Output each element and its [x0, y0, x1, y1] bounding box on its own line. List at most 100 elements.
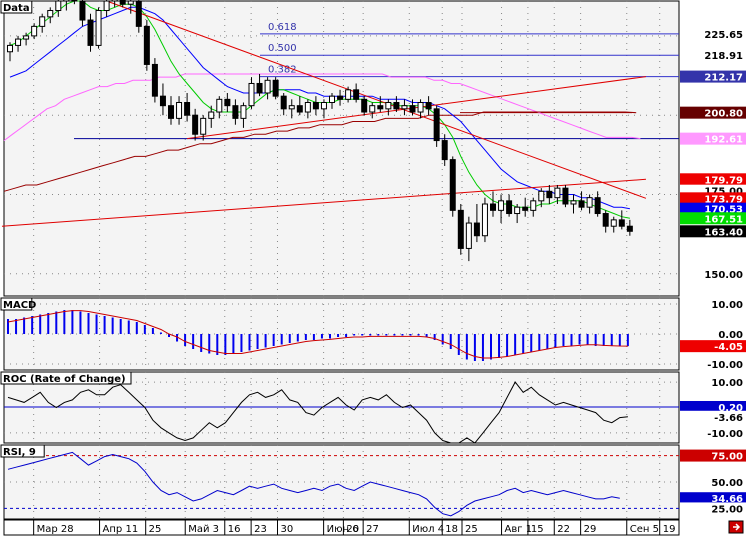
- price-axis-label-bg: [680, 106, 746, 119]
- x-axis-label: 23: [254, 524, 267, 535]
- candle-body: [304, 102, 311, 113]
- candle-body: [151, 63, 158, 97]
- candle-body: [63, 0, 70, 2]
- candle-body: [216, 98, 223, 113]
- rsi-axis-label-bg: [680, 492, 746, 505]
- fib-label: 0.618: [268, 22, 297, 33]
- rsi-panel-title: RSI, 9: [3, 447, 36, 458]
- candle-body: [417, 102, 424, 113]
- macd-axis-label: -10.00: [707, 360, 743, 371]
- trend-line: [106, 0, 647, 199]
- roc-axis-label-bg: [680, 400, 746, 413]
- candle-body: [184, 102, 191, 116]
- ma-pink-line: [3, 73, 641, 142]
- candle-body: [79, 0, 86, 21]
- arrow-right-icon: [733, 523, 741, 531]
- fib-label: 0.382: [268, 65, 297, 76]
- price-axis-label: 170.53: [704, 205, 743, 216]
- candle-body: [272, 79, 279, 97]
- price-panel-title: Data: [3, 3, 30, 14]
- macd-axis-label-bg: [680, 340, 746, 353]
- fib-label: 0.500: [268, 43, 297, 54]
- trend-line: [187, 76, 647, 140]
- x-axis-label: 30: [280, 524, 293, 535]
- x-axis-label: Июл 4: [412, 524, 444, 535]
- x-axis-label: Июн 6: [327, 524, 359, 535]
- candle-body: [586, 197, 593, 208]
- candle-body: [345, 89, 352, 100]
- price-axis-label: 150.00: [704, 270, 743, 281]
- x-axis-label: 20: [346, 524, 359, 535]
- rsi-axis-label: 34.66: [711, 494, 743, 505]
- candle-body: [135, 0, 142, 27]
- price-axis-label: 200.80: [704, 109, 743, 120]
- macd-axis-label-bg: [680, 298, 746, 310]
- candle-body: [192, 114, 199, 135]
- x-axis-label: Сен 5: [630, 524, 659, 535]
- roc-panel-title: ROC (Rate of Change): [3, 374, 126, 385]
- roc-axis-label: -10.00: [707, 429, 743, 440]
- x-axis-label: 27: [366, 524, 379, 535]
- candle-body: [538, 190, 545, 202]
- candle-body: [554, 187, 561, 199]
- candle-body: [248, 82, 255, 107]
- candle-body: [530, 200, 537, 211]
- roc-axis-label-bg: [680, 376, 746, 389]
- rsi-axis-label: 50.00: [711, 478, 743, 489]
- candle-body: [337, 95, 344, 100]
- candle-body: [329, 95, 335, 104]
- roc-line: [7, 381, 628, 444]
- candle-body: [312, 102, 319, 110]
- candle-body: [369, 105, 376, 113]
- macd-panel-title-box: [0, 297, 33, 311]
- candle-body: [353, 89, 360, 100]
- candle-body: [465, 222, 472, 249]
- price-axis-label: 179.79: [704, 175, 743, 186]
- candle-body: [264, 79, 271, 94]
- candle-body: [288, 105, 295, 110]
- candle-body: [119, 0, 126, 5]
- price-panel-title-box: [0, 0, 33, 14]
- candle-body: [320, 102, 327, 110]
- x-axis-label: 18: [445, 524, 458, 535]
- candle-body: [361, 98, 368, 113]
- candle-body: [473, 222, 480, 237]
- candle-body: [578, 200, 585, 208]
- price-axis-label: 225.65: [704, 30, 743, 41]
- macd-axis-label: 10.00: [711, 300, 743, 311]
- rsi-axis-label: 25.00: [711, 504, 743, 515]
- ma-darkred-line: [3, 111, 637, 192]
- trend-line: [1, 178, 646, 227]
- rsi-axis-label-bg: [680, 476, 746, 488]
- macd-panel-title: MACD: [3, 300, 36, 311]
- price-axis-label-bg: [680, 202, 746, 215]
- candle-body: [159, 95, 166, 107]
- rsi-axis-label-bg: [680, 449, 746, 462]
- x-axis-label: 19: [663, 524, 676, 535]
- x-axis-label: 22: [557, 524, 570, 535]
- candle-body: [377, 105, 384, 110]
- candle-body: [409, 105, 416, 113]
- candle-body: [143, 25, 150, 65]
- candle-body: [127, 0, 134, 5]
- macd-axis-label: 0.00: [718, 330, 743, 341]
- roc-axis-label: 10.00: [711, 378, 743, 389]
- roc-axis-label: -3.66: [714, 413, 743, 424]
- roc-axis-label: 0.20: [718, 403, 743, 414]
- candle-body: [522, 206, 529, 211]
- candle-body: [280, 95, 287, 110]
- price-axis-label-bg: [680, 225, 746, 238]
- x-axis-label: Мар 28: [37, 524, 74, 535]
- candle-body: [7, 44, 13, 53]
- price-axis-label-bg: [680, 192, 746, 205]
- candle-body: [103, 0, 110, 12]
- candle-body: [71, 0, 78, 2]
- candle-body: [449, 159, 456, 211]
- macd-axis-label: -4.05: [714, 342, 743, 353]
- candle-body: [441, 140, 448, 161]
- price-axis-label: 218.91: [704, 51, 743, 62]
- candle-body: [514, 206, 521, 215]
- candle-body: [562, 187, 569, 205]
